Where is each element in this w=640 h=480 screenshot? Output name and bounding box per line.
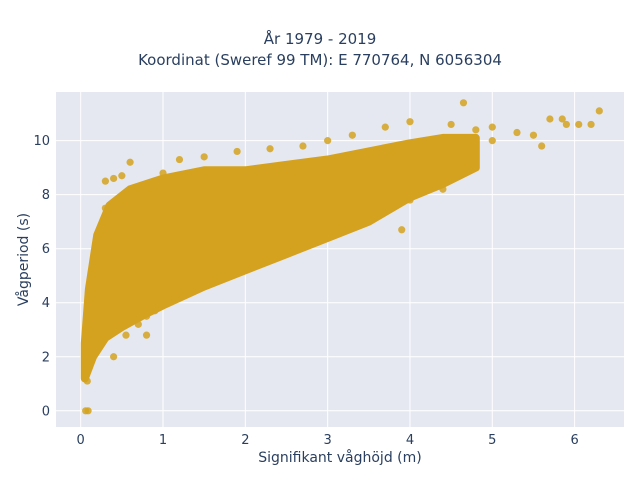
data-point bbox=[110, 174, 118, 183]
dense-point-cloud bbox=[80, 133, 480, 383]
y-tick-label: 0 bbox=[42, 404, 50, 419]
data-point bbox=[258, 250, 266, 258]
data-point bbox=[167, 293, 175, 301]
data-point bbox=[472, 126, 480, 134]
data-point bbox=[81, 372, 89, 380]
data-point bbox=[447, 120, 455, 129]
data-point bbox=[282, 245, 291, 253]
data-point bbox=[513, 128, 521, 137]
data-point bbox=[175, 288, 184, 296]
data-point bbox=[84, 407, 92, 415]
data-point bbox=[558, 115, 566, 123]
data-point bbox=[406, 118, 414, 126]
y-tick-label: 4 bbox=[42, 296, 50, 311]
data-point bbox=[398, 226, 406, 234]
data-point bbox=[159, 299, 167, 307]
y-tick-label: 2 bbox=[42, 350, 50, 365]
data-point bbox=[459, 99, 468, 107]
data-point bbox=[488, 123, 496, 131]
data-point bbox=[134, 320, 142, 328]
data-point bbox=[105, 209, 114, 218]
data-point bbox=[101, 204, 109, 212]
data-point bbox=[208, 272, 217, 280]
data-point bbox=[562, 120, 570, 129]
data-point bbox=[406, 196, 414, 204]
x-tick-label: 2 bbox=[241, 433, 249, 448]
data-point bbox=[439, 185, 447, 193]
data-point bbox=[266, 145, 274, 153]
data-point bbox=[299, 142, 307, 150]
data-point bbox=[348, 131, 356, 139]
data-point bbox=[595, 107, 603, 115]
data-point bbox=[472, 145, 480, 153]
x-tick-label: 1 bbox=[159, 433, 167, 448]
data-point bbox=[381, 123, 389, 131]
data-point bbox=[348, 220, 356, 228]
data-point bbox=[546, 115, 554, 123]
data-point bbox=[282, 177, 291, 185]
x-tick-label: 5 bbox=[488, 433, 496, 448]
data-point bbox=[101, 231, 109, 239]
x-tick-label: 6 bbox=[570, 433, 578, 448]
data-point bbox=[151, 307, 159, 315]
y-tick-label: 10 bbox=[33, 134, 50, 149]
data-point bbox=[159, 169, 167, 177]
data-point bbox=[200, 153, 208, 161]
data-point bbox=[142, 312, 151, 320]
data-point bbox=[126, 196, 134, 204]
data-point bbox=[83, 377, 91, 385]
y-tick-label: 8 bbox=[42, 188, 50, 203]
data-point bbox=[488, 137, 496, 145]
x-tick-label: 0 bbox=[77, 433, 85, 448]
data-point bbox=[118, 172, 126, 180]
data-point bbox=[447, 158, 455, 166]
data-point bbox=[529, 131, 538, 139]
data-point bbox=[587, 120, 595, 129]
data-point bbox=[142, 331, 151, 339]
x-axis-ticks: 0 1 2 3 4 5 6 bbox=[77, 433, 579, 448]
data-point bbox=[101, 177, 109, 185]
y-axis-label: Vågperiod (s) bbox=[15, 213, 32, 306]
data-point bbox=[324, 226, 332, 234]
data-point bbox=[373, 212, 381, 220]
x-tick-label: 3 bbox=[324, 433, 332, 448]
data-point bbox=[110, 353, 118, 361]
x-tick-label: 4 bbox=[406, 433, 414, 448]
data-point bbox=[340, 185, 348, 193]
data-point bbox=[192, 280, 200, 288]
data-point bbox=[93, 285, 101, 293]
data-point bbox=[233, 147, 241, 156]
data-point bbox=[85, 358, 93, 366]
data-point bbox=[241, 258, 249, 266]
y-tick-label: 6 bbox=[42, 242, 50, 257]
x-axis-label: Signifikant våghöjd (m) bbox=[258, 449, 421, 466]
chart-title-line2: Koordinat (Sweref 99 TM): E 770764, N 60… bbox=[138, 51, 502, 69]
data-point bbox=[175, 155, 184, 164]
density-cloud bbox=[80, 133, 480, 383]
data-point bbox=[225, 264, 233, 272]
data-point bbox=[126, 158, 134, 166]
data-point bbox=[89, 320, 97, 328]
data-point bbox=[225, 174, 233, 183]
chart-title-line1: År 1979 - 2019 bbox=[263, 30, 377, 48]
data-point bbox=[86, 339, 95, 347]
data-point bbox=[307, 234, 315, 242]
data-point bbox=[575, 120, 583, 129]
data-point bbox=[324, 137, 332, 145]
data-point bbox=[538, 142, 546, 150]
y-axis-ticks: 0 2 4 6 8 10 bbox=[33, 134, 50, 419]
data-points bbox=[81, 99, 603, 415]
data-point bbox=[97, 258, 105, 266]
data-point bbox=[122, 331, 130, 339]
